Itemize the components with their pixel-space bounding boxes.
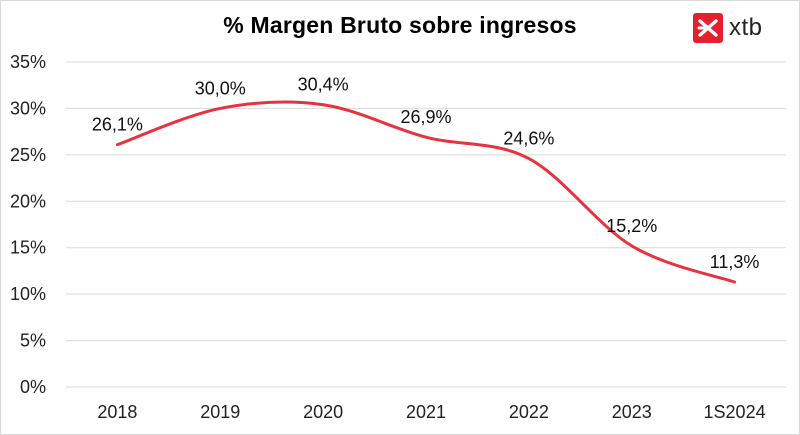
y-tick-label: 5% — [20, 331, 46, 351]
x-tick-label: 2020 — [303, 402, 343, 422]
data-label: 11,3% — [710, 252, 760, 272]
chart-title: % Margen Bruto sobre ingresos — [223, 12, 577, 38]
brand-name: xtb — [729, 14, 763, 41]
y-tick-label: 10% — [10, 284, 46, 304]
series-line — [115, 100, 737, 284]
x-axis-ticks: 2018 2019 2020 2021 2022 2023 1S2024 — [97, 402, 765, 422]
gridlines — [66, 61, 786, 388]
data-point — [527, 157, 531, 161]
data-label: 24,6% — [503, 129, 554, 149]
y-tick-label: 25% — [10, 145, 46, 165]
y-tick-label: 0% — [20, 377, 46, 397]
data-point — [733, 280, 737, 284]
brand-logo: xtb — [693, 12, 763, 44]
x-tick-label: 2018 — [97, 402, 137, 422]
x-tick-label: 2019 — [200, 402, 240, 422]
y-tick-label: 15% — [10, 238, 46, 258]
y-tick-label: 20% — [10, 191, 46, 211]
data-point — [321, 103, 325, 107]
x-tick-label: 2023 — [612, 402, 652, 422]
data-point — [218, 106, 222, 110]
y-tick-label: 30% — [10, 98, 46, 118]
data-label: 30,4% — [298, 75, 349, 95]
y-axis-ticks: 0% 5% 10% 15% 20% 25% 30% 35% — [10, 52, 46, 397]
data-label: 15,2% — [606, 216, 657, 236]
x-tick-label: 2021 — [406, 402, 446, 422]
series — [115, 100, 737, 284]
x-tick-label: 2022 — [509, 402, 549, 422]
data-label: 26,9% — [400, 107, 451, 127]
data-label: 26,1% — [92, 115, 143, 135]
data-labels: 26,1% 30,0% 30,4% 26,9% 24,6% 15,2% 11,3% — [92, 75, 760, 272]
y-tick-label: 35% — [10, 52, 46, 72]
x-tick-label: 1S2024 — [704, 402, 766, 422]
data-point — [115, 143, 119, 147]
data-point — [630, 244, 634, 248]
xtb-logo-icon — [693, 13, 723, 43]
data-label: 30,0% — [195, 78, 246, 98]
data-point — [424, 135, 428, 139]
